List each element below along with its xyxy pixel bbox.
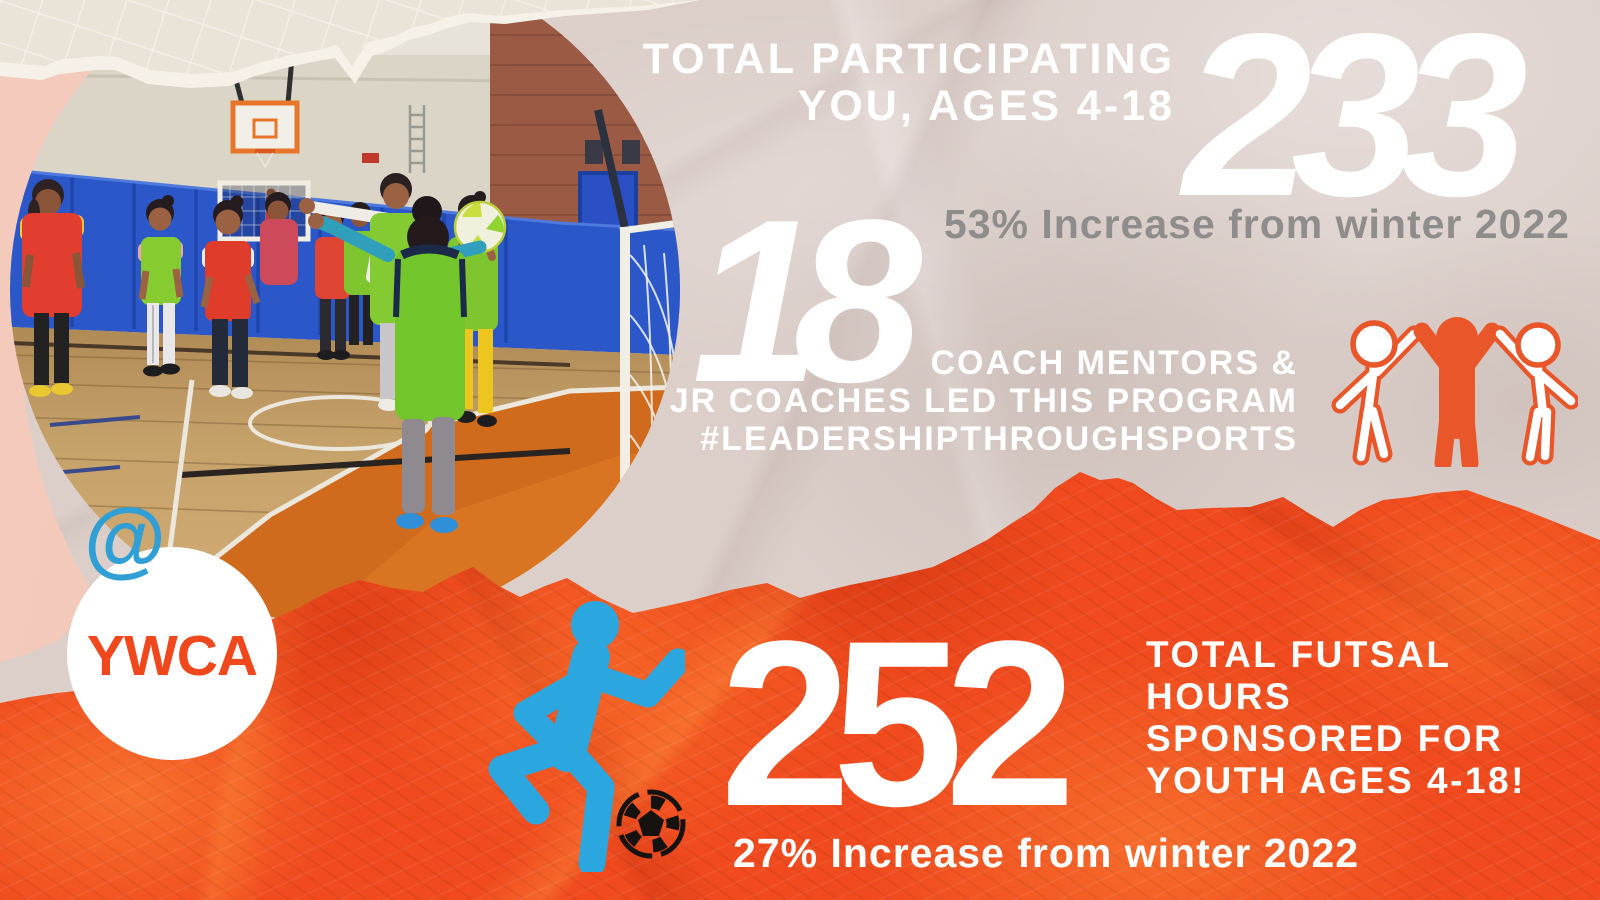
ywca-logo-text: YWCA: [86, 624, 258, 688]
participants-count: 233: [1183, 0, 1528, 245]
hours-change: 27% Increase from winter 2022: [733, 830, 1360, 876]
title-line-2: YOU, AGES 4-18: [797, 82, 1175, 130]
title-line-1: TOTAL PARTICIPATING: [642, 35, 1175, 83]
coaches-line-3: #LEADERSHIPTHROUGHSPORTS: [700, 420, 1298, 458]
coaches-line-2: JR COACHES LED THIS PROGRAM: [669, 382, 1298, 420]
hours-caption: TOTAL FUTSAL HOURS SPONSORED FOR YOUTH A…: [1146, 634, 1526, 802]
kid-red-white: [200, 195, 261, 399]
at-symbol: @: [84, 491, 166, 585]
hours-count: 252: [720, 592, 1076, 856]
soccer-ball-icon: [616, 789, 686, 859]
hours-line-2: HOURS: [1146, 676, 1293, 717]
child-right-outline: [1491, 322, 1578, 466]
kid-pink-jacket: [260, 192, 298, 285]
coaches-line-1: COACH MENTORS &: [930, 344, 1298, 382]
coaches-count: 18: [692, 172, 922, 431]
child-left-outline: [1331, 320, 1423, 466]
child-middle-solid: [1413, 317, 1501, 467]
exit-sign: [362, 153, 379, 163]
wall-ladder: [408, 105, 426, 173]
ywca-badge: YWCA: [67, 547, 277, 760]
kids-group: [20, 173, 507, 533]
tissue-grid-texture: [0, 0, 700, 74]
coaches-caption: COACH MENTORS & JR COACHES LED THIS PROG…: [670, 344, 1298, 458]
hours-line-1: TOTAL FUTSAL: [1146, 634, 1452, 675]
three-children-arms-raised-icon: [1331, 317, 1578, 467]
participants-change: 53% Increase from winter 2022: [943, 201, 1570, 247]
hours-line-4: YOUTH AGES 4-18!: [1146, 760, 1526, 801]
running-person-icon: [488, 601, 685, 872]
kid-foreground: [308, 196, 487, 533]
hours-line-3: SPONSORED FOR: [1146, 718, 1504, 759]
kid-green-pink: [138, 195, 184, 377]
kid-red-yellow: [20, 179, 85, 397]
page-title: TOTAL PARTICIPATING YOU, AGES 4-18: [643, 36, 1175, 130]
